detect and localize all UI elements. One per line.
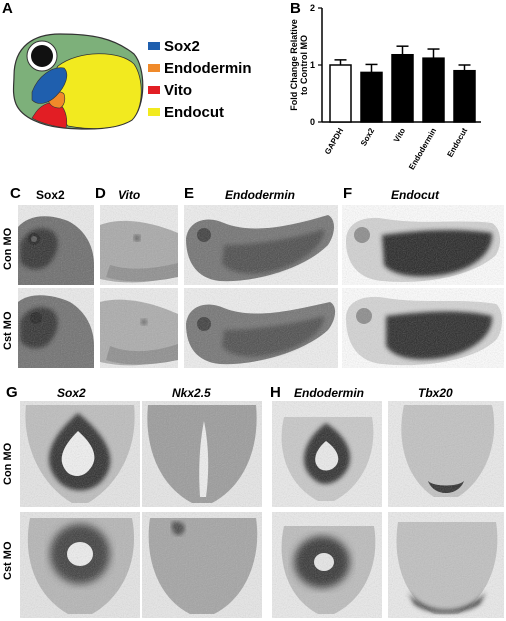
row-label-con-top: Con MO bbox=[2, 227, 14, 270]
title-g-sox2: Sox2 bbox=[57, 386, 86, 400]
legend-label: Endodermin bbox=[164, 59, 252, 77]
bar bbox=[329, 64, 352, 123]
image-vito-con bbox=[100, 205, 178, 285]
y-tick-label: 2 bbox=[310, 3, 315, 13]
image-section-tbx20-con bbox=[388, 401, 504, 507]
image-section-nkx25-con bbox=[142, 401, 262, 507]
image-section-nkx25-cst bbox=[142, 512, 262, 618]
image-section-sox2-cst bbox=[20, 512, 140, 618]
panel-label-d: D bbox=[95, 185, 106, 202]
y-axis-label: Fold Change Relativeto Control MO bbox=[289, 19, 309, 111]
image-section-endodermin-cst bbox=[272, 512, 382, 618]
row-label-cst-bottom: Cst MO bbox=[2, 541, 14, 581]
legend-label: Sox2 bbox=[164, 37, 200, 55]
title-g-nkx25: Nkx2.5 bbox=[172, 386, 211, 400]
image-endodermin-con bbox=[184, 205, 338, 285]
bar bbox=[453, 69, 476, 123]
legend-label: Vito bbox=[164, 81, 193, 99]
endocut-region bbox=[53, 53, 142, 129]
x-tick-label: Vito bbox=[392, 126, 407, 144]
image-vito-cst bbox=[100, 288, 178, 368]
bar bbox=[422, 57, 445, 123]
image-endocut-con bbox=[342, 205, 504, 285]
x-tick-label: Endodermin bbox=[407, 126, 438, 171]
title-c: Sox2 bbox=[36, 188, 65, 202]
row-label-con-bottom: Con MO bbox=[2, 442, 14, 485]
legend: Sox2 Endodermin Vito Endocut bbox=[148, 35, 252, 123]
panel-label-b: B bbox=[290, 0, 301, 17]
panel-label-h: H bbox=[270, 384, 281, 401]
title-e: Endodermin bbox=[225, 188, 296, 202]
image-endocut-cst bbox=[342, 288, 504, 368]
x-tick-label: GAPDH bbox=[323, 126, 345, 156]
legend-swatch bbox=[148, 86, 160, 94]
title-f: Endocut bbox=[391, 188, 439, 202]
legend-label: Endocut bbox=[164, 103, 224, 121]
panel-label-c: C bbox=[10, 185, 21, 202]
title-h-tbx20: Tbx20 bbox=[418, 386, 453, 400]
image-sox2-con bbox=[18, 205, 94, 285]
panel-label-g: G bbox=[6, 384, 18, 401]
image-endodermin-cst bbox=[184, 288, 338, 368]
bar bbox=[391, 53, 414, 123]
image-section-sox2-con bbox=[20, 401, 140, 507]
legend-item-endocut: Endocut bbox=[148, 101, 252, 123]
image-sox2-cst bbox=[18, 288, 94, 368]
row-label-cst-top: Cst MO bbox=[2, 311, 14, 351]
panel-label-f: F bbox=[343, 185, 353, 202]
legend-item-vito: Vito bbox=[148, 79, 252, 101]
y-tick-label: 1 bbox=[310, 60, 315, 70]
legend-item-endodermin: Endodermin bbox=[148, 57, 252, 79]
vito-region bbox=[31, 102, 68, 129]
x-tick-label: Sox2 bbox=[359, 126, 377, 148]
bar bbox=[360, 71, 383, 123]
title-h-endodermin: Endodermin bbox=[294, 386, 365, 400]
image-section-endodermin-con bbox=[272, 401, 382, 507]
legend-swatch bbox=[148, 42, 160, 50]
panel-label-a: A bbox=[2, 0, 13, 17]
y-tick-label: 0 bbox=[310, 117, 315, 127]
legend-swatch bbox=[148, 108, 160, 116]
sox2-region bbox=[31, 67, 68, 104]
eye bbox=[31, 45, 53, 67]
embryo-schematic bbox=[12, 33, 144, 130]
title-d: Vito bbox=[118, 188, 141, 202]
image-section-tbx20-cst bbox=[388, 512, 504, 618]
legend-swatch bbox=[148, 64, 160, 72]
legend-item-sox2: Sox2 bbox=[148, 35, 252, 57]
x-tick-label: Endocut bbox=[445, 126, 469, 159]
panel-label-e: E bbox=[184, 185, 195, 202]
